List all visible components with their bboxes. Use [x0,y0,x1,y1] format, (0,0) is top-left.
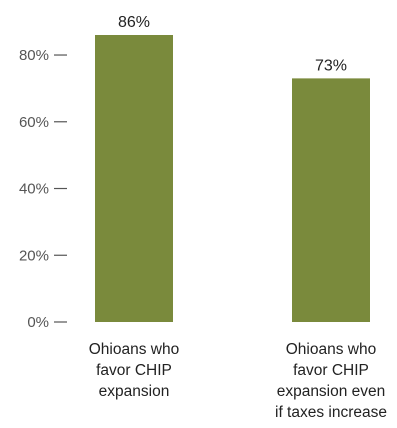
category-label-line: Ohioans who [89,341,179,358]
bar [292,78,370,322]
y-tick-label: 40% [19,181,49,198]
category-label: Ohioans who favor CHIP expansion even if ta… [275,341,387,421]
y-tick-label: 20% [19,247,49,264]
bar-value-label: 86% [118,14,150,31]
category-label: Ohioans who favor CHIP expansion [89,341,179,400]
bar-value-label: 73% [315,57,347,74]
category-label-line: favor CHIP [293,362,369,379]
data-labels: 86% 73% [118,14,347,74]
y-tick-label: 0% [27,314,49,331]
category-label-line: expansion [99,383,170,400]
bar [95,35,173,322]
y-tick-label: 60% [19,114,49,131]
y-axis: 0% 20% 40% 60% 80% [19,47,67,331]
category-label-line: favor CHIP [96,362,172,379]
category-label-line: if taxes increase [275,404,387,421]
category-label-line: Ohioans who [286,341,376,358]
category-label-line: expansion even [277,383,386,400]
y-tick-label: 80% [19,47,49,64]
bars [95,35,370,322]
